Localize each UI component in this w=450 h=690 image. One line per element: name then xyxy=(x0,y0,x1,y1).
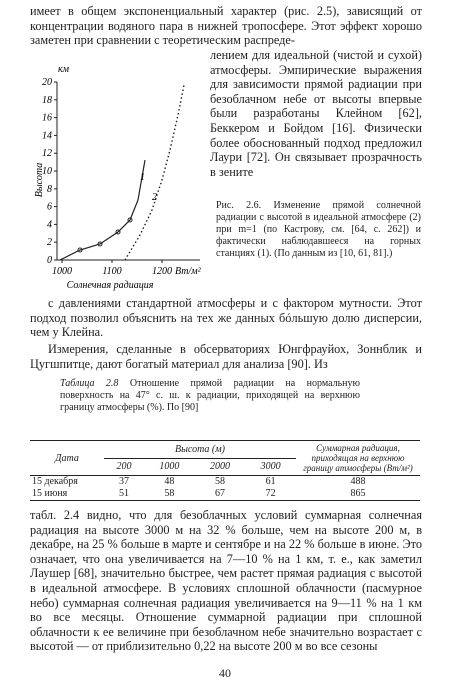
x-tick-label: 1200 xyxy=(152,266,172,277)
page-number: 40 xyxy=(219,666,231,680)
header-row: Дата Высота (м) Суммарная радиация, прих… xyxy=(30,440,420,473)
x-unit: Вт/м² xyxy=(175,266,202,277)
table: Дата Высота (м) Суммарная радиация, прих… xyxy=(30,440,420,501)
header-cell: 200 xyxy=(116,461,132,473)
header-cell: 3000 xyxy=(260,461,281,473)
table-cell: 37 xyxy=(119,476,130,487)
table-cell: 61 xyxy=(265,476,276,487)
figure-caption: Рис. 2.6. Изменение прямой солнечной рад… xyxy=(216,200,421,259)
table-caption-label: Таблица 2.8 xyxy=(60,378,119,389)
x-tick-label: 1000 xyxy=(52,266,72,277)
y-label: Высота xyxy=(34,163,45,197)
point xyxy=(127,217,133,223)
table-caption-text: Отношение прямой радиации на нормальную … xyxy=(60,378,361,413)
paragraph: имеет в общем экспоненциальный характер … xyxy=(30,4,422,48)
table-row: 15 декабря 37 48 58 61 488 xyxy=(30,476,420,489)
paragraph: с давлениями стандартной атмосферы и с ф… xyxy=(30,296,422,340)
table-cell: 488 xyxy=(350,476,366,487)
table-row: 15 июня 51 58 67 72 865 xyxy=(30,488,420,501)
y-tick-label: 6 xyxy=(47,202,52,213)
curve-label: 2 xyxy=(152,192,157,203)
table-cell: 51 xyxy=(119,488,130,499)
header-row: 200 1000 2000 3000 xyxy=(30,458,420,476)
y-tick-label: 16 xyxy=(42,113,52,124)
y-tick-label: 8 xyxy=(47,184,52,195)
point xyxy=(97,241,103,247)
paragraph: лением для идеальной (чистой и сухой) ат… xyxy=(210,48,422,179)
y-tick-label: 12 xyxy=(42,148,52,159)
header-cell: Высота (м) xyxy=(104,440,296,459)
y-tick-label: 0 xyxy=(47,255,52,266)
table-cell: 72 xyxy=(265,488,276,499)
curve-1 xyxy=(59,159,146,261)
y-tick-label: 4 xyxy=(47,219,52,230)
y-unit: км xyxy=(58,64,70,75)
table-cell: 58 xyxy=(215,476,226,487)
header-cell: 2000 xyxy=(210,461,231,473)
x-tick-label: 1100 xyxy=(102,266,121,277)
table-cell: 865 xyxy=(350,488,366,499)
paragraph: Измерения, сделанные в обсерваториях Юнг… xyxy=(30,342,422,371)
x-label: Солнечная радиация xyxy=(67,280,154,291)
curve-2 xyxy=(124,84,185,261)
y-tick-label: 18 xyxy=(42,95,52,106)
header-cell: Суммарная радиация, приходящая на верхню… xyxy=(303,443,413,473)
y-tick-label: 10 xyxy=(42,166,52,177)
point xyxy=(77,247,83,253)
table-cell: 15 июня xyxy=(32,488,68,499)
table-cell: 67 xyxy=(215,488,226,499)
curve-label: 1 xyxy=(140,172,145,183)
table-cell: 15 декабря xyxy=(32,476,78,487)
table-cell: 58 xyxy=(164,488,175,499)
y-tick-label: 2 xyxy=(47,237,52,248)
table-caption: Таблица 2.8 Отношение прямой радиации на… xyxy=(60,378,360,414)
paragraph: табл. 2.4 видно, что для безоблачных усл… xyxy=(30,508,422,654)
table-cell: 48 xyxy=(164,476,175,487)
y-tick-label: 20 xyxy=(42,77,52,88)
header-cell: Дата xyxy=(55,452,79,464)
header-cell: 1000 xyxy=(159,461,180,473)
y-tick-label: 14 xyxy=(42,130,52,141)
point xyxy=(115,229,121,235)
